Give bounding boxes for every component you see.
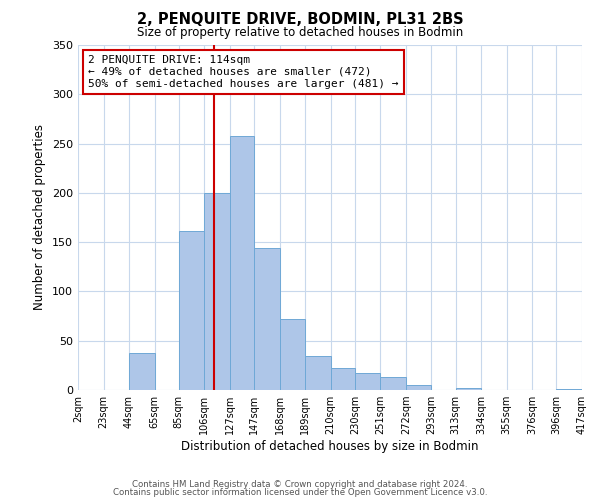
Bar [455, 388, 481, 390]
Y-axis label: Number of detached properties: Number of detached properties [34, 124, 46, 310]
Bar [380, 377, 406, 390]
X-axis label: Distribution of detached houses by size in Bodmin: Distribution of detached houses by size … [181, 440, 479, 453]
Bar [129, 352, 155, 390]
Text: Contains public sector information licensed under the Open Government Licence v3: Contains public sector information licen… [113, 488, 487, 497]
Bar [355, 373, 380, 390]
Bar [230, 136, 254, 390]
Bar [406, 385, 431, 390]
Bar [280, 319, 305, 390]
Text: Contains HM Land Registry data © Crown copyright and database right 2024.: Contains HM Land Registry data © Crown c… [132, 480, 468, 489]
Bar [179, 232, 205, 390]
Bar [254, 248, 280, 390]
Bar [556, 389, 582, 390]
Bar [305, 356, 331, 390]
Bar [331, 368, 355, 390]
Text: 2, PENQUITE DRIVE, BODMIN, PL31 2BS: 2, PENQUITE DRIVE, BODMIN, PL31 2BS [137, 12, 463, 28]
Text: Size of property relative to detached houses in Bodmin: Size of property relative to detached ho… [137, 26, 463, 39]
Bar [205, 193, 230, 390]
Text: 2 PENQUITE DRIVE: 114sqm
← 49% of detached houses are smaller (472)
50% of semi-: 2 PENQUITE DRIVE: 114sqm ← 49% of detach… [88, 56, 398, 88]
